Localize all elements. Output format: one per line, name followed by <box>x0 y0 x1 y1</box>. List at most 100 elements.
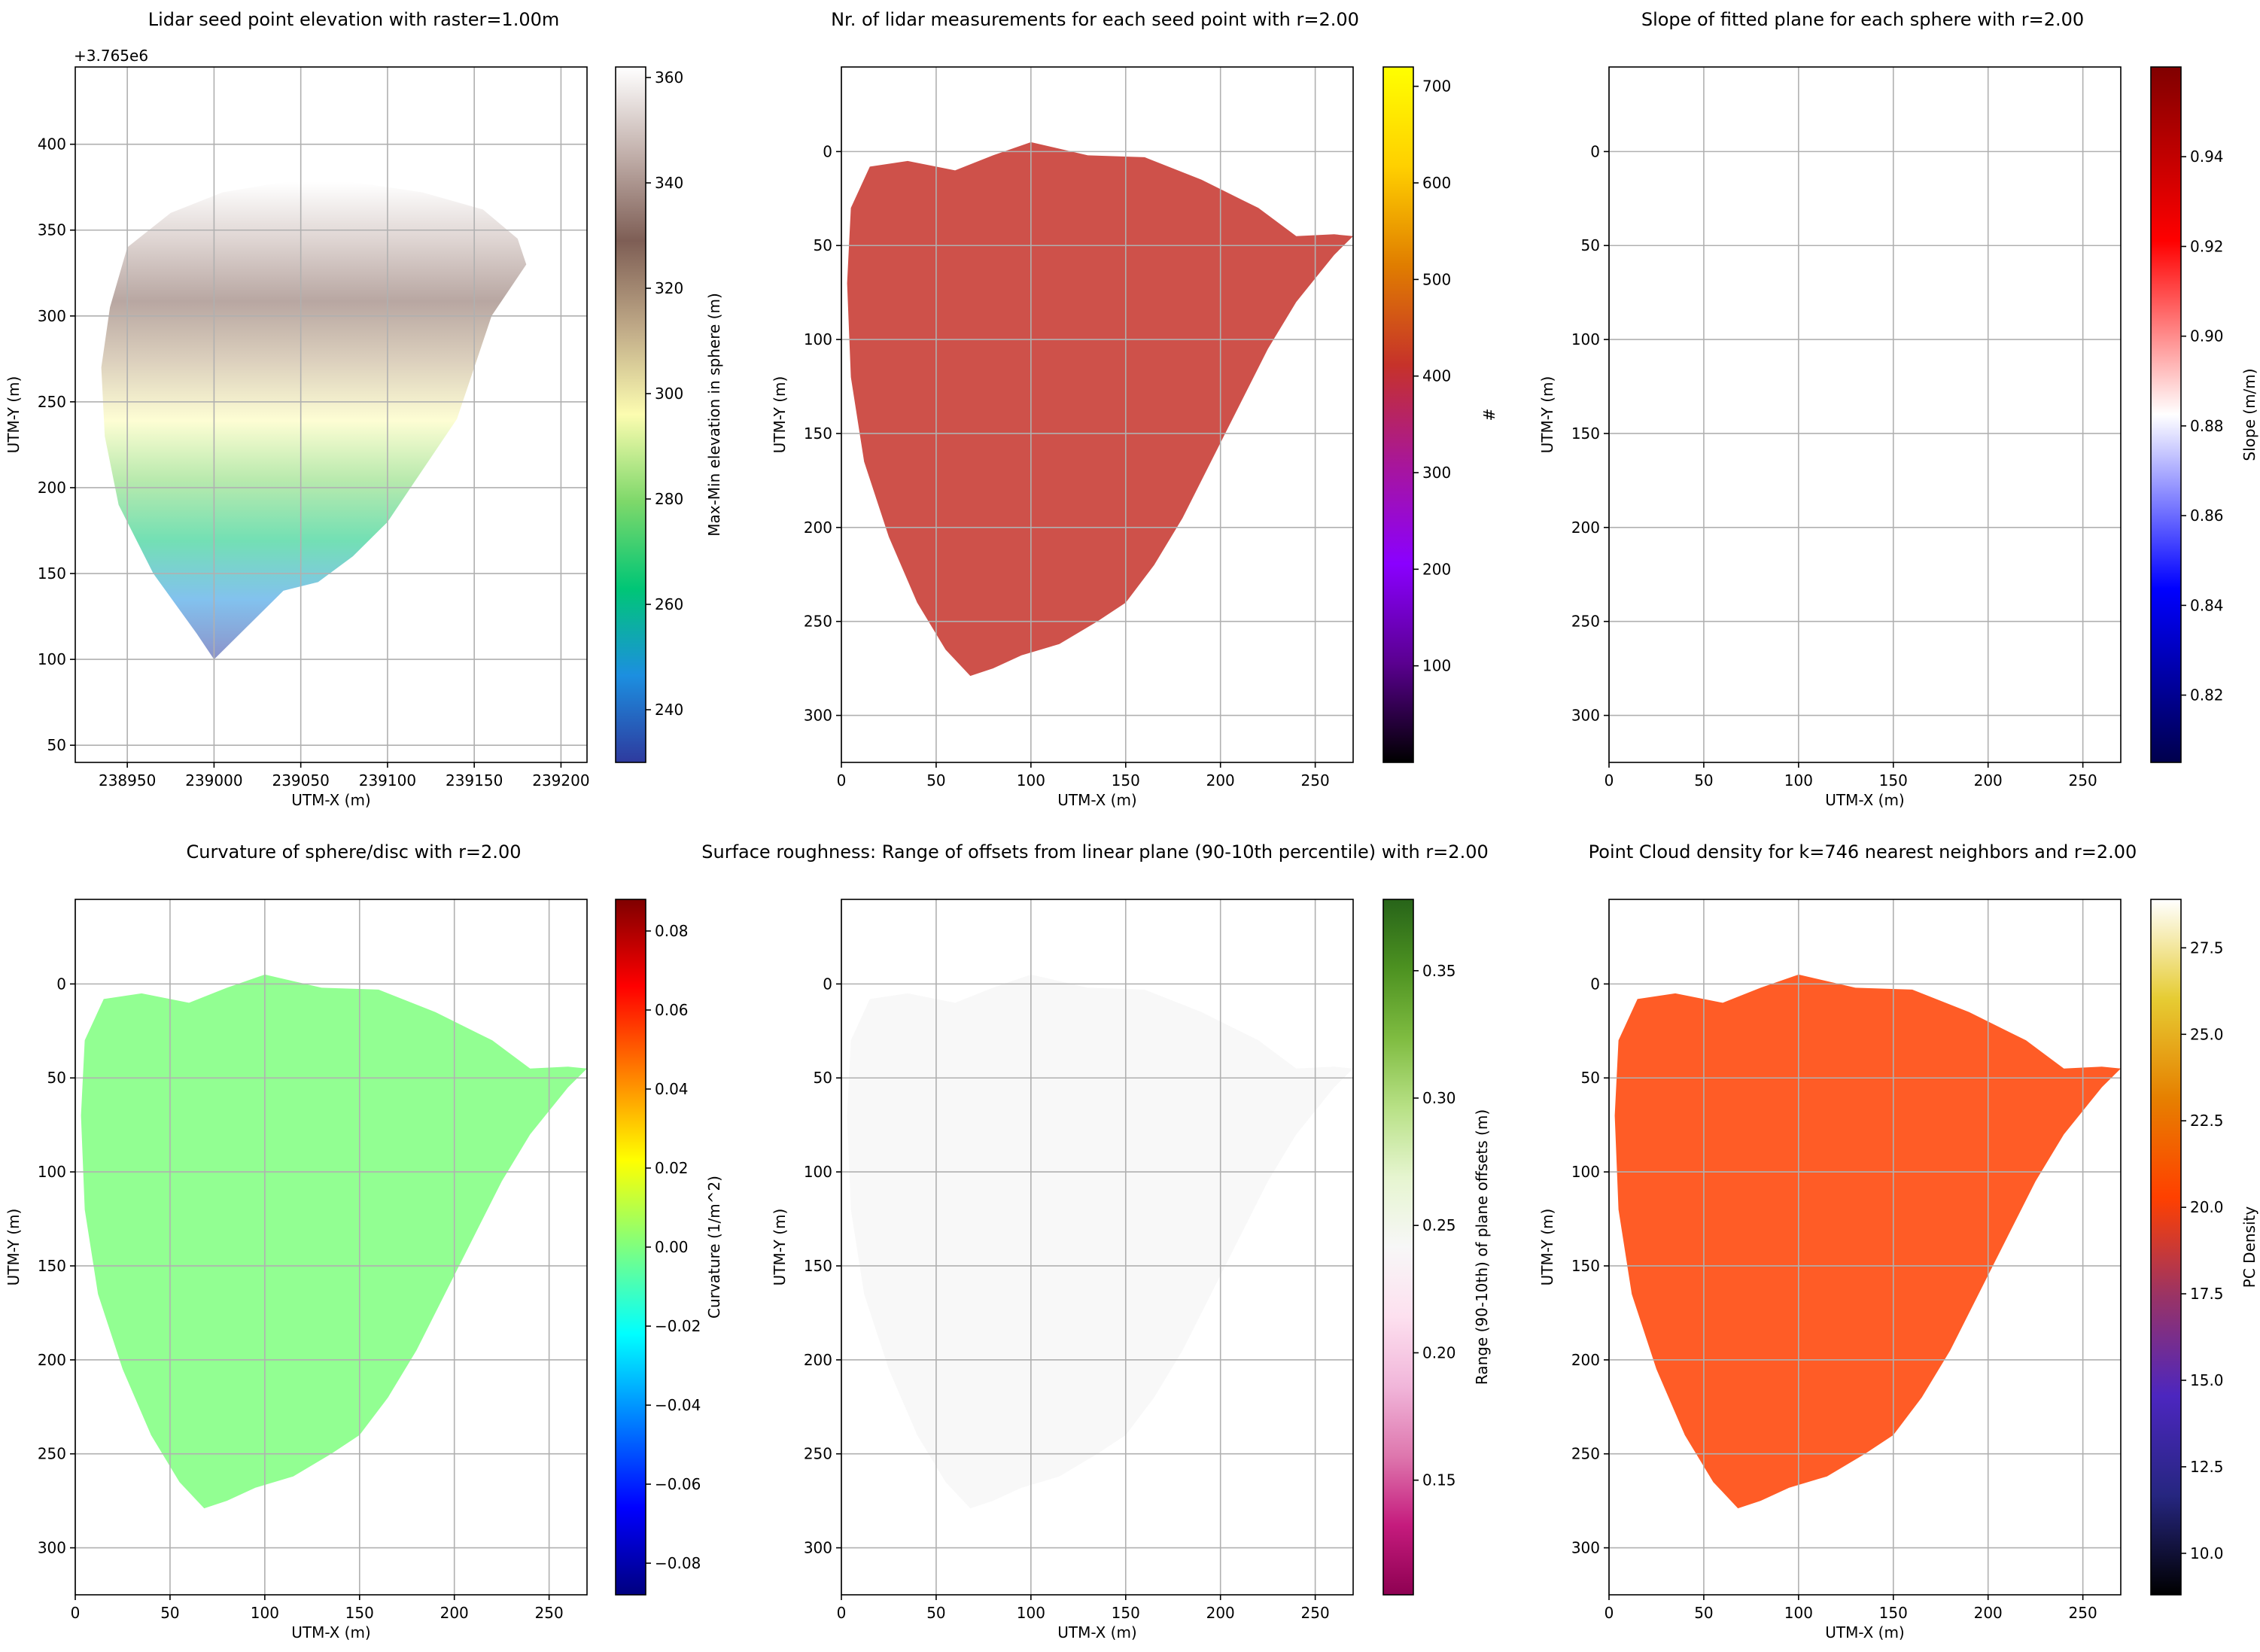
y-tick-label: 300 <box>38 307 66 325</box>
heatmap-surface <box>81 974 587 1509</box>
x-tick-label: 200 <box>1974 771 2003 789</box>
x-tick-label: 50 <box>1694 1604 1713 1622</box>
y-tick-label: 50 <box>47 736 66 754</box>
chart-panel-3: Slope of fitted plane for each sphere wi… <box>1538 9 2258 809</box>
colorbar-tick-label: 0.84 <box>2190 596 2224 614</box>
y-tick-label: 250 <box>804 613 832 631</box>
x-tick-label: 50 <box>160 1604 179 1622</box>
x-tick-label: 200 <box>1974 1604 2003 1622</box>
colorbar-tick-label: 0.02 <box>655 1159 689 1177</box>
colorbar-label: Range (90-10th) of plane offsets (m) <box>1473 1109 1491 1385</box>
y-tick-label: 200 <box>1571 519 1600 537</box>
plot-frame <box>1608 899 2122 1596</box>
y-tick-label: 200 <box>804 519 832 537</box>
y-tick-label: 250 <box>804 1445 832 1463</box>
colorbar-tick-label: 0.20 <box>1422 1343 1456 1361</box>
colorbar-tick-label: 300 <box>1422 464 1451 482</box>
x-tick-label: 239200 <box>532 771 589 789</box>
colorbar-tick-label: 20.0 <box>2190 1198 2224 1216</box>
colorbar-tick-label: 240 <box>655 701 683 719</box>
y-tick-label: 250 <box>1571 613 1600 631</box>
x-tick-label: 250 <box>535 1604 564 1622</box>
colorbar-tick-label: 15.0 <box>2190 1371 2224 1389</box>
x-tick-label: 0 <box>837 771 847 789</box>
x-tick-label: 239050 <box>272 771 329 789</box>
y-tick-label: 100 <box>38 1163 66 1181</box>
y-tick-label: 150 <box>1571 424 1600 443</box>
colorbar-tick-label: 340 <box>655 174 683 192</box>
y-tick-label: 0 <box>1590 975 1600 993</box>
plot-frame <box>841 899 1354 1596</box>
colorbar <box>1382 66 1414 763</box>
x-tick-label: 150 <box>345 1604 374 1622</box>
x-axis-label: UTM-X (m) <box>1825 1623 1904 1641</box>
y-tick-label: 200 <box>1571 1351 1600 1369</box>
y-tick-label: 300 <box>804 707 832 725</box>
y-tick-label: 100 <box>804 1163 832 1181</box>
y-tick-label: 0 <box>56 975 66 993</box>
colorbar-tick-label: 200 <box>1422 560 1451 578</box>
y-tick-label: 50 <box>1581 236 1600 254</box>
y-tick-label: 200 <box>38 1351 66 1369</box>
colorbar-tick-label: 17.5 <box>2190 1285 2224 1303</box>
x-tick-label: 200 <box>1206 1604 1235 1622</box>
y-tick-label: 100 <box>804 330 832 348</box>
x-axis-label: UTM-X (m) <box>291 1623 370 1641</box>
colorbar-tick-label: 400 <box>1422 367 1451 385</box>
colorbar <box>615 66 646 763</box>
x-tick-label: 100 <box>1784 771 1813 789</box>
chart-title: Lidar seed point elevation with raster=1… <box>148 9 560 30</box>
chart-panel-4: Curvature of sphere/disc with r=2.00 0 50 1… <box>5 841 723 1641</box>
chart-panel-2: Nr. of lidar measurements for each seed … <box>771 9 1498 809</box>
y-axis-label: UTM-Y (m) <box>5 1209 23 1286</box>
colorbar-label: Slope (m/m) <box>2240 368 2258 461</box>
x-tick-label: 100 <box>1784 1604 1813 1622</box>
y-tick-label: 250 <box>38 1445 66 1463</box>
colorbar-tick-label: 12.5 <box>2190 1458 2224 1476</box>
x-axis-label: UTM-X (m) <box>1057 791 1136 809</box>
y-tick-label: 300 <box>804 1539 832 1557</box>
y-tick-label: 100 <box>38 650 66 668</box>
colorbar-tick-label: 500 <box>1422 270 1451 288</box>
chart-panel-5: Surface roughness: Range of offsets from… <box>701 841 1491 1641</box>
y-axis-label: UTM-Y (m) <box>771 1209 789 1286</box>
colorbar-tick-label: 300 <box>655 385 683 403</box>
x-tick-label: 150 <box>1112 771 1140 789</box>
y-tick-label: 250 <box>38 393 66 411</box>
colorbar <box>2150 899 2182 1596</box>
colorbar <box>1382 899 1414 1596</box>
y-tick-label: 50 <box>814 1069 832 1087</box>
x-tick-label: 250 <box>2069 771 2097 789</box>
y-tick-label: 150 <box>38 1257 66 1275</box>
y-tick-label: 150 <box>804 424 832 443</box>
x-tick-label: 239000 <box>185 771 242 789</box>
y-tick-label: 150 <box>1571 1257 1600 1275</box>
y-tick-label: 150 <box>38 564 66 583</box>
colorbar-tick-label: 0.04 <box>655 1080 689 1098</box>
y-tick-label: 300 <box>1571 1539 1600 1557</box>
colorbar-tick-label: −0.08 <box>655 1554 701 1572</box>
plot-frame <box>1608 66 2122 763</box>
heatmap-surface <box>847 141 1353 677</box>
colorbar-tick-label: 27.5 <box>2190 939 2224 957</box>
colorbar-tick-label: 10.0 <box>2190 1544 2224 1562</box>
colorbar-tick-label: 25.0 <box>2190 1025 2224 1043</box>
y-tick-label: 400 <box>38 135 66 154</box>
colorbar-tick-label: 0.92 <box>2190 237 2224 255</box>
x-tick-label: 150 <box>1879 771 1908 789</box>
x-tick-label: 150 <box>1879 1604 1908 1622</box>
y-tick-label: 100 <box>1571 330 1600 348</box>
heatmap-surface <box>1614 974 2121 1509</box>
colorbar-tick-label: 22.5 <box>2190 1112 2224 1130</box>
plot-frame <box>75 66 588 763</box>
x-tick-label: 200 <box>1206 771 1235 789</box>
colorbar-tick-label: 0.00 <box>655 1238 689 1256</box>
y-tick-label: 50 <box>814 236 832 254</box>
colorbar-tick-label: 0.35 <box>1422 962 1456 980</box>
colorbar-tick-label: 0.30 <box>1422 1089 1456 1107</box>
y-tick-label: 350 <box>38 221 66 239</box>
colorbar-tick-label: 700 <box>1422 78 1451 96</box>
y-tick-label: 200 <box>804 1351 832 1369</box>
colorbar-label: PC Density <box>2240 1206 2258 1288</box>
colorbar-tick-label: 360 <box>655 68 683 87</box>
